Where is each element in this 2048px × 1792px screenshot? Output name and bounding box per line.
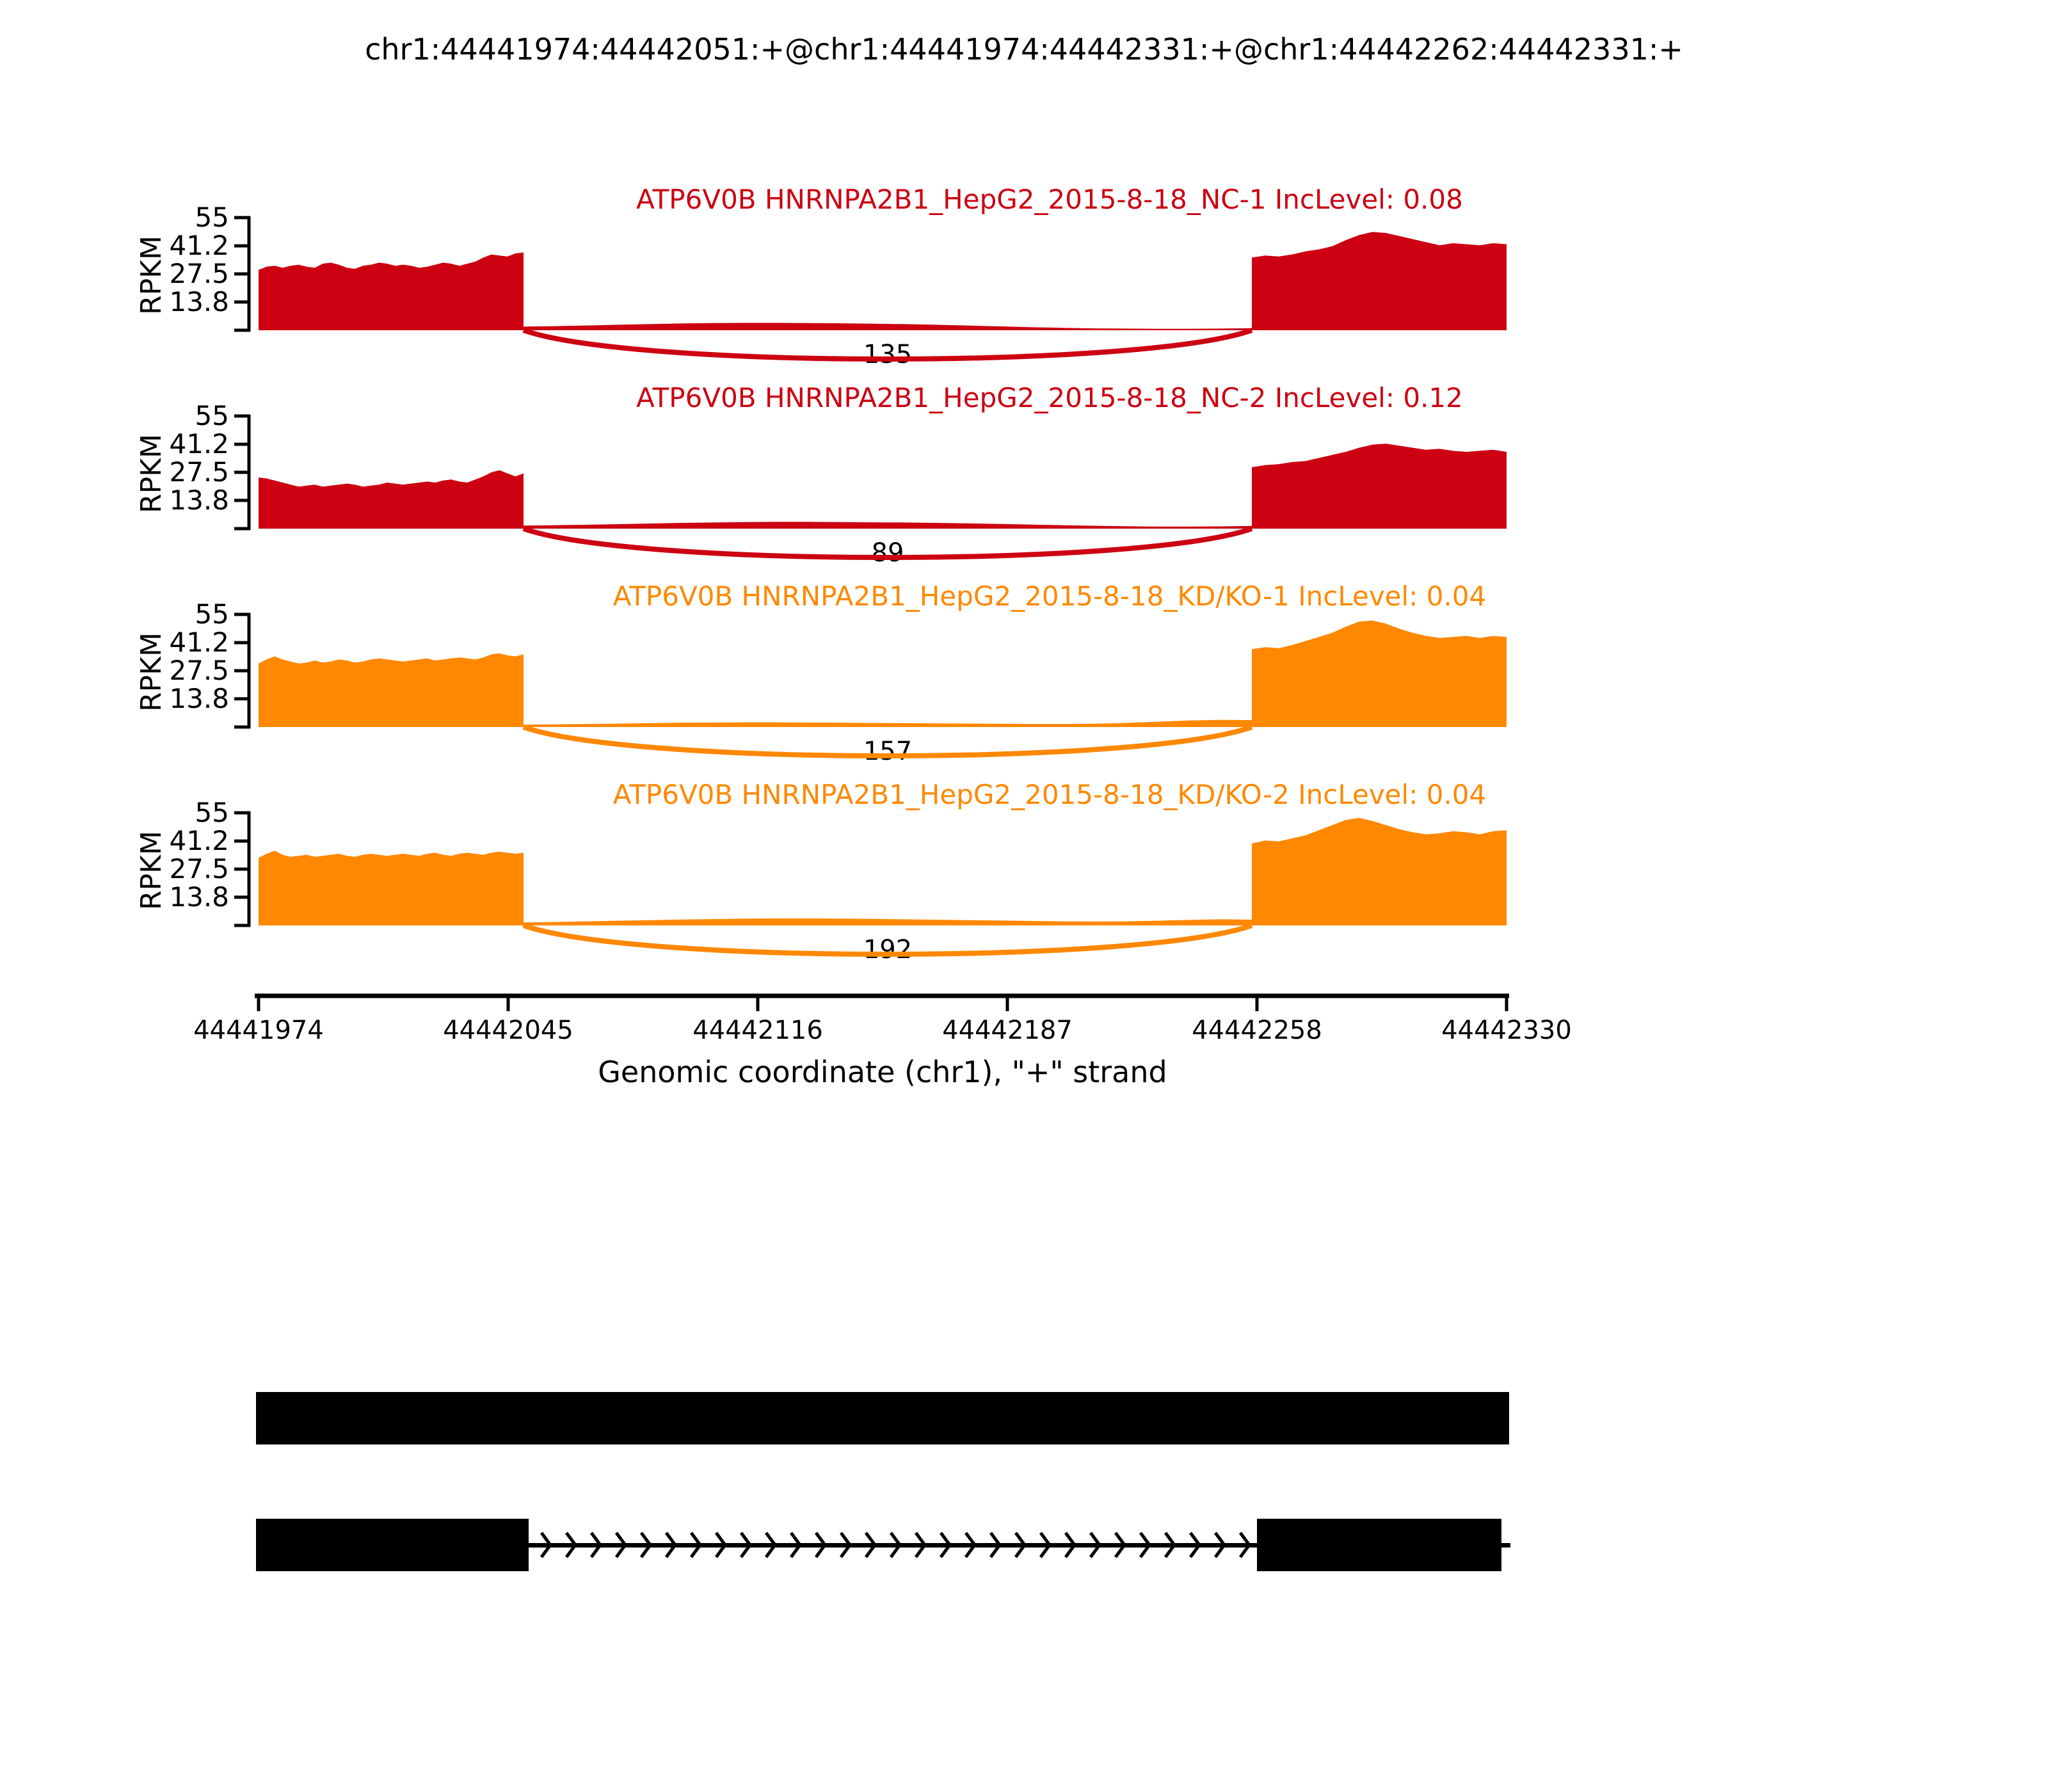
y-tick: 41.2	[169, 428, 229, 460]
y-tick: 27.5	[169, 655, 229, 686]
track-title-kdko1: ATP6V0B HNRNPA2B1_HepG2_2015-8-18_KD/KO-…	[612, 580, 1487, 612]
y-tick: 55	[195, 400, 229, 431]
x-tick: 44442045	[443, 1016, 573, 1045]
junction-count-track1: 135	[840, 339, 936, 370]
y-tick: 55	[195, 797, 229, 828]
track-title-nc1: ATP6V0B HNRNPA2B1_HepG2_2015-8-18_NC-1 I…	[636, 184, 1463, 215]
y-tick: 13.8	[169, 286, 229, 317]
x-tick: 44442187	[942, 1016, 1073, 1045]
x-tick: 44441974	[193, 1016, 324, 1045]
y-tick: 41.2	[169, 627, 229, 658]
y-tick: 55	[195, 202, 229, 233]
y-tick: 27.5	[169, 258, 229, 289]
x-tick: 44442116	[692, 1016, 823, 1045]
y-tick: 41.2	[169, 230, 229, 261]
y-tick: 27.5	[169, 456, 229, 488]
x-axis-label: Genomic coordinate (chr1), "+" strand	[598, 1055, 1167, 1089]
junction-count-track2: 89	[840, 538, 936, 568]
figure-title: chr1:44441974:44442051:+@chr1:44441974:4…	[365, 32, 1683, 67]
y-tick: 41.2	[169, 825, 229, 856]
junction-count-track3: 157	[840, 736, 936, 767]
junction-count-track4: 192	[840, 934, 936, 965]
track-title-nc2: ATP6V0B HNRNPA2B1_HepG2_2015-8-18_NC-2 I…	[636, 382, 1463, 413]
y-tick: 13.8	[169, 881, 229, 913]
y-tick: 13.8	[169, 484, 229, 516]
track-title-kdko2: ATP6V0B HNRNPA2B1_HepG2_2015-8-18_KD/KO-…	[612, 779, 1487, 810]
x-tick: 44442258	[1192, 1016, 1322, 1045]
y-tick: 27.5	[169, 853, 229, 884]
y-tick: 13.8	[169, 683, 229, 714]
x-tick: 44442330	[1441, 1016, 1572, 1045]
y-tick: 55	[195, 598, 229, 630]
